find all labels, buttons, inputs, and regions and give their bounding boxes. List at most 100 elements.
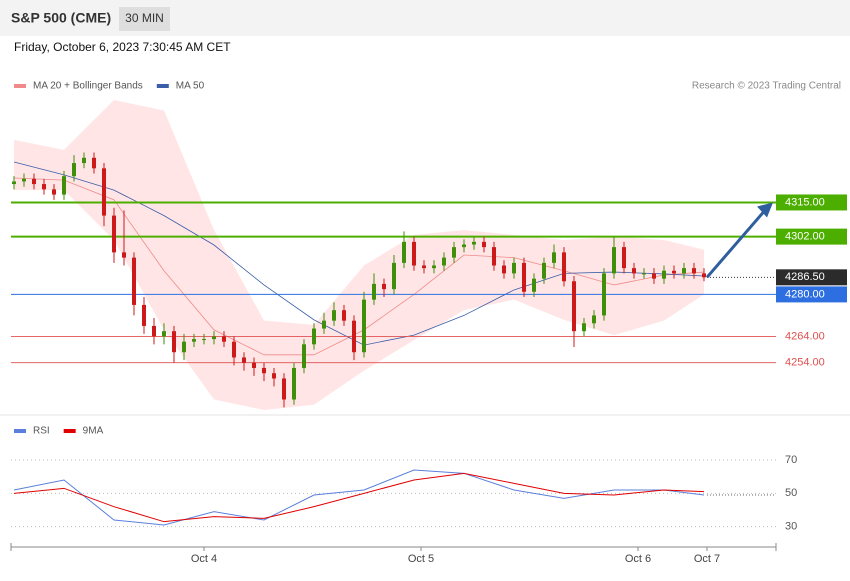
y-tick-label: 30 bbox=[785, 521, 797, 533]
level-box bbox=[776, 194, 847, 211]
legend-swatch bbox=[63, 429, 76, 433]
candle-body bbox=[302, 344, 306, 368]
candle-body bbox=[442, 257, 446, 266]
candle-body bbox=[612, 247, 616, 274]
candle-body bbox=[142, 304, 146, 326]
candle-body bbox=[52, 189, 56, 195]
candle-body bbox=[92, 157, 96, 169]
candle-body bbox=[32, 178, 36, 185]
candle-body bbox=[42, 184, 46, 190]
candle-body bbox=[702, 273, 706, 278]
projection-arrow bbox=[705, 210, 766, 279]
candle-body bbox=[652, 273, 656, 279]
candle-body bbox=[62, 176, 66, 195]
candle-body bbox=[632, 268, 636, 274]
legend-label: MA 20 + Bollinger Bands bbox=[33, 81, 143, 92]
x-tick-label: Oct 5 bbox=[408, 553, 434, 565]
candle-body bbox=[532, 278, 536, 292]
level-box bbox=[776, 269, 847, 286]
candle-body bbox=[202, 339, 206, 341]
source: Research © 2023 Trading Central bbox=[692, 81, 841, 92]
candle-body bbox=[232, 341, 236, 358]
candle-body bbox=[122, 252, 126, 258]
candle-body bbox=[112, 215, 116, 253]
candle-body bbox=[72, 163, 76, 177]
legend-swatch bbox=[14, 429, 26, 433]
candle-body bbox=[162, 331, 166, 337]
candle-body bbox=[332, 310, 336, 321]
candle-body bbox=[522, 262, 526, 292]
legend-swatch bbox=[156, 84, 169, 88]
candle-body bbox=[152, 325, 156, 337]
candle-body bbox=[482, 241, 486, 248]
indicator-line bbox=[13, 472, 705, 523]
candle-body bbox=[412, 241, 416, 266]
candle-body bbox=[82, 157, 86, 164]
legend-label: 9MA bbox=[83, 426, 104, 437]
candle-body bbox=[322, 320, 326, 329]
x-tick-label: Oct 6 bbox=[625, 553, 651, 565]
timestamp: Friday, October 6, 2023 7:30:45 AM CET bbox=[14, 40, 231, 54]
candle-body bbox=[402, 241, 406, 263]
candle-body bbox=[592, 315, 596, 324]
candle-body bbox=[622, 247, 626, 269]
candle-body bbox=[22, 178, 26, 182]
candle-body bbox=[692, 268, 696, 274]
candle-body bbox=[602, 273, 606, 316]
candle-body bbox=[392, 262, 396, 290]
candle-body bbox=[452, 247, 456, 258]
instrument-title: S&P 500 (CME) bbox=[11, 10, 111, 26]
candle-body bbox=[372, 283, 376, 300]
y-tick-label: 50 bbox=[785, 487, 797, 499]
level-box bbox=[776, 228, 847, 245]
level-label: 4280.00 bbox=[785, 288, 825, 300]
candle-body bbox=[102, 168, 106, 216]
candle-body bbox=[222, 336, 226, 342]
candle-body bbox=[502, 265, 506, 274]
level-label: 4315.00 bbox=[785, 196, 825, 208]
interval-badge[interactable] bbox=[119, 7, 170, 31]
candle-body bbox=[472, 241, 476, 245]
level-label: 4264.00 bbox=[785, 330, 825, 342]
candle-body bbox=[512, 262, 516, 274]
candle-body bbox=[312, 328, 316, 345]
level-box bbox=[776, 286, 847, 303]
candle-body bbox=[682, 268, 686, 274]
candle-body bbox=[342, 310, 346, 321]
level-label: 4286.50 bbox=[785, 271, 825, 283]
candle-body bbox=[272, 373, 276, 379]
legend-label: MA 50 bbox=[176, 81, 205, 92]
candle-body bbox=[422, 265, 426, 269]
candle-body bbox=[192, 339, 196, 342]
level-label: 4254.00 bbox=[785, 357, 825, 369]
candle-body bbox=[582, 323, 586, 332]
candle-body bbox=[362, 299, 366, 353]
candle-body bbox=[542, 262, 546, 279]
candle-body bbox=[552, 252, 556, 263]
candle-body bbox=[492, 247, 496, 266]
y-tick-label: 70 bbox=[785, 454, 797, 466]
candle-body bbox=[252, 362, 256, 368]
arrow-head bbox=[757, 202, 773, 218]
candle-body bbox=[382, 283, 386, 290]
candle-body bbox=[242, 357, 246, 363]
x-tick-label: Oct 7 bbox=[694, 553, 720, 565]
indicator-line bbox=[13, 469, 705, 526]
candle-body bbox=[262, 367, 266, 374]
candle-body bbox=[672, 270, 676, 274]
level-label: 4302.00 bbox=[785, 231, 825, 243]
x-tick-label: Oct 4 bbox=[191, 553, 217, 565]
interval-label: 30 MIN bbox=[125, 11, 164, 25]
legend-label: RSI bbox=[33, 426, 50, 437]
candle-body bbox=[172, 331, 176, 353]
candle-body bbox=[462, 244, 466, 248]
candle-body bbox=[182, 341, 186, 353]
candle-body bbox=[562, 252, 566, 282]
candle-body bbox=[352, 320, 356, 353]
candle-body bbox=[12, 181, 16, 185]
candle-body bbox=[572, 281, 576, 332]
candle-body bbox=[662, 270, 666, 279]
candle-body bbox=[642, 273, 646, 275]
candle-body bbox=[132, 257, 136, 305]
